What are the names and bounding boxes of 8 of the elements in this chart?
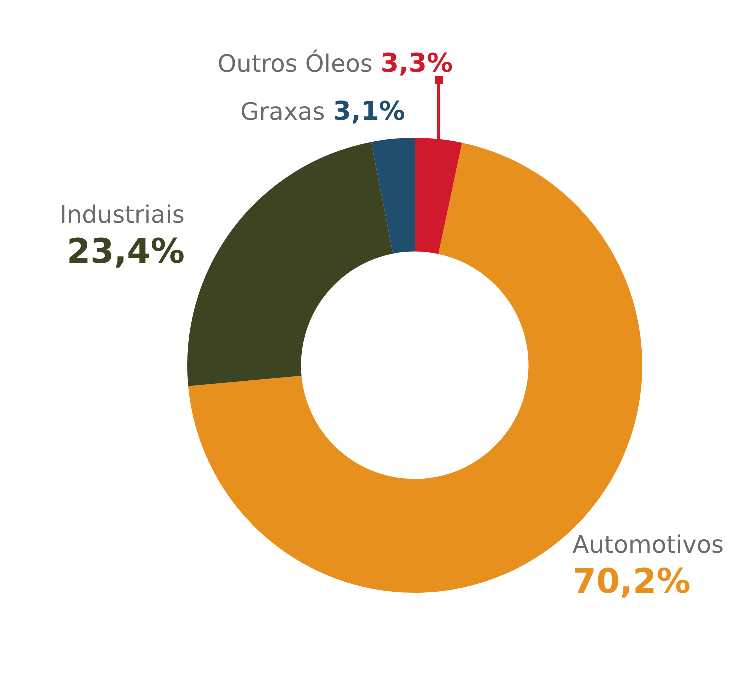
data-label: 3,3% — [380, 49, 454, 79]
slice-label: Outros Óleos — [218, 49, 373, 78]
data-label: 23,4% — [66, 232, 185, 272]
slice-label: Graxas — [240, 98, 326, 126]
data-label: 70,2% — [572, 562, 691, 602]
data-label: 3,1% — [333, 97, 406, 127]
slice-label: Automotivos — [572, 531, 724, 559]
slice-label: Industriais — [60, 201, 185, 230]
